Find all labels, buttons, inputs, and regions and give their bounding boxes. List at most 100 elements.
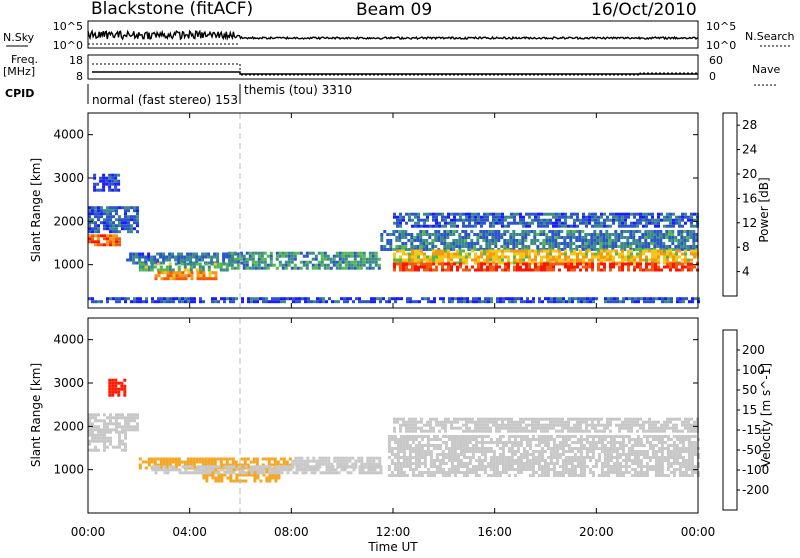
heatmap-cell (631, 297, 634, 301)
heatmap-cell (627, 426, 630, 430)
heatmap-cell (651, 450, 655, 453)
heatmap-cell (618, 447, 622, 450)
heatmap-cell (378, 465, 382, 469)
heatmap-cell (408, 423, 411, 427)
heatmap-cell (474, 465, 478, 468)
heatmap-cell (660, 212, 663, 216)
heatmap-cell (519, 465, 523, 468)
heatmap-cell (450, 262, 453, 266)
heatmap-cell (648, 456, 652, 459)
heatmap-cell (405, 262, 408, 266)
heatmap-cell (576, 252, 579, 256)
heatmap-cell (570, 249, 573, 253)
heatmap-cell (561, 447, 565, 450)
heatmap-cell (570, 426, 573, 430)
heatmap-cell (414, 252, 417, 256)
heatmap-cell (630, 462, 634, 465)
heatmap-cell (94, 448, 97, 452)
heatmap-cell (396, 456, 400, 459)
heatmap-cell (695, 233, 699, 236)
heatmap-cell (508, 300, 511, 304)
heatmap-cell (420, 450, 424, 453)
heatmap-cell (624, 465, 628, 468)
heatmap-cell (564, 462, 568, 465)
heatmap-cell (681, 212, 684, 216)
heatmap-cell (501, 426, 504, 430)
heatmap-cell (97, 240, 100, 244)
heatmap-cell (681, 265, 684, 269)
heatmap-cell (471, 453, 475, 456)
heatmap-cell (420, 474, 424, 477)
heatmap-cell (438, 462, 442, 465)
heatmap-cell (555, 474, 559, 477)
heatmap-cell (459, 265, 462, 269)
heatmap-cell (207, 252, 211, 256)
heatmap-cell (600, 423, 603, 427)
heatmap-cell (124, 218, 127, 222)
heatmap-cell (109, 297, 112, 301)
heatmap-cell (462, 456, 466, 459)
heatmap-cell (645, 218, 648, 222)
heatmap-cell (593, 233, 597, 236)
heatmap-cell (507, 221, 510, 225)
heatmap-cell (621, 249, 624, 253)
heatmap-cell (91, 212, 94, 216)
heatmap-cell (109, 215, 112, 219)
heatmap-cell (564, 262, 567, 266)
heatmap-cell (189, 268, 193, 272)
heatmap-cell (528, 215, 531, 219)
heatmap-cell (581, 242, 585, 245)
heatmap-cell (477, 456, 481, 459)
heatmap-cell (210, 457, 214, 461)
heatmap-cell (124, 209, 127, 213)
heatmap-cell (435, 258, 438, 262)
heatmap-cell (486, 450, 490, 453)
heatmap-cell (473, 248, 477, 251)
heatmap-cell (437, 236, 441, 239)
heatmap-cell (591, 465, 595, 468)
heatmap-cell (450, 444, 454, 447)
heatmap-cell (433, 300, 436, 304)
heatmap-cell (115, 413, 118, 417)
heatmap-cell (94, 416, 97, 420)
heatmap-cell (486, 462, 490, 465)
heatmap-cell (198, 268, 202, 272)
heatmap-cell (583, 297, 586, 301)
heatmap-cell (561, 438, 565, 441)
heatmap-cell (165, 463, 169, 467)
heatmap-cell (558, 435, 562, 438)
heatmap-cell (464, 242, 468, 245)
heatmap-cell (225, 268, 229, 272)
heatmap-cell (528, 441, 532, 444)
heatmap-cell (618, 435, 622, 438)
heatmap-cell (157, 297, 160, 301)
heatmap-cell (491, 236, 495, 239)
heatmap-cell (213, 262, 217, 266)
heatmap-cell (115, 422, 118, 426)
heatmap-cell (443, 239, 447, 242)
heatmap-cell (130, 425, 133, 429)
heatmap-cell (435, 417, 438, 421)
heatmap-cell (106, 234, 109, 238)
heatmap-cell (605, 242, 609, 245)
heatmap-cell (600, 462, 604, 465)
heatmap-cell (208, 465, 212, 469)
heatmap-cell (459, 465, 463, 468)
heatmap-cell (213, 457, 217, 461)
heatmap-cell (474, 447, 478, 450)
heatmap-cell (344, 263, 348, 267)
heatmap-cell (686, 233, 690, 236)
heatmap-cell (475, 297, 478, 301)
heatmap-cell (606, 465, 610, 468)
heatmap-cell (549, 423, 552, 427)
heatmap-cell (619, 300, 622, 304)
heatmap-cell (414, 453, 418, 456)
heatmap-cell (669, 444, 673, 447)
heatmap-cell (441, 423, 444, 427)
heatmap-cell (117, 381, 121, 385)
heatmap-cell (642, 444, 646, 447)
heatmap-cell (657, 426, 660, 430)
heatmap-cell (342, 456, 346, 460)
heatmap-cell (503, 242, 507, 245)
heatmap-cell (404, 248, 408, 251)
